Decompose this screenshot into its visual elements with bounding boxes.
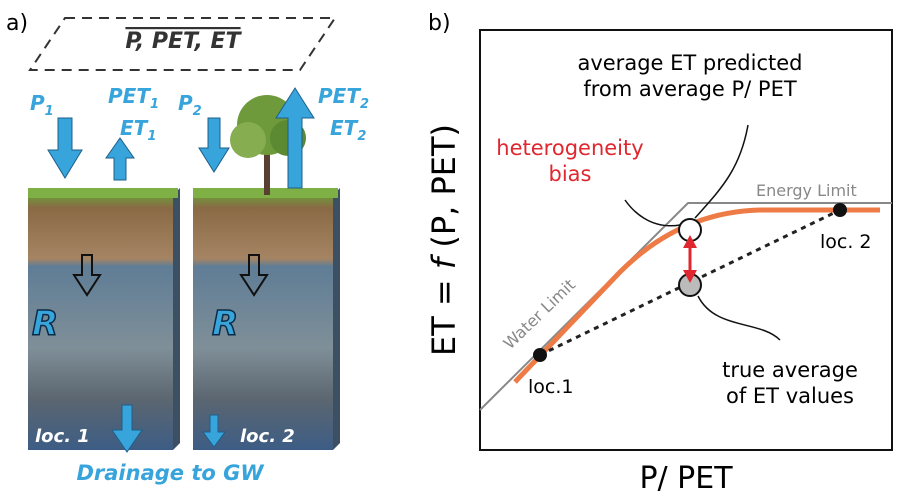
- panel-label: b): [428, 11, 451, 36]
- et-base: ET: [120, 116, 149, 140]
- et-sub: 1: [147, 129, 156, 144]
- note-line: heterogeneity: [496, 136, 643, 160]
- y-axis-label: ET = f (P, PET): [425, 124, 463, 356]
- note-line: average ET predicted: [577, 51, 802, 75]
- note-line: bias: [549, 162, 592, 186]
- point-loc2: [833, 203, 847, 217]
- note-line: from average P/ PET: [583, 77, 797, 101]
- recharge-label: R: [32, 304, 58, 344]
- callout-arrows: [625, 125, 780, 340]
- header: P, PET, ET: [125, 29, 242, 54]
- precip-sub: 1: [45, 104, 54, 119]
- recharge-label: R: [212, 304, 238, 344]
- point-loc1: [533, 348, 547, 362]
- precip-label: P1: [30, 91, 54, 119]
- et-base: ET: [330, 116, 359, 140]
- precip-base: P: [30, 91, 45, 115]
- et-label: ET2: [330, 116, 366, 144]
- pet-base: PET: [318, 84, 361, 108]
- x-axis-label: P/ PET: [639, 461, 733, 496]
- energy-limit-label: Energy Limit: [756, 181, 857, 200]
- precip-label: P2: [178, 91, 202, 119]
- location-label: loc. 1: [35, 426, 90, 447]
- pet-label: PET1: [108, 84, 159, 112]
- y-axis-pre: ET =: [425, 269, 463, 356]
- precip-base: P: [178, 91, 193, 115]
- loc1-label: loc.1: [528, 376, 573, 398]
- note-line: true average: [722, 358, 858, 382]
- pet-sub: 1: [150, 97, 159, 112]
- pet-base: PET: [108, 84, 151, 108]
- precip-sub: 2: [193, 104, 202, 119]
- figure: a) P, PET, ET P1 PET1 ET1 P2 PET2 ET2 R …: [0, 0, 897, 496]
- panel-label: a): [6, 11, 28, 36]
- note-line: of ET values: [726, 384, 854, 408]
- y-axis-post: (P, PET): [425, 124, 463, 258]
- location-label: loc. 2: [240, 426, 295, 447]
- pet-sub: 2: [360, 97, 369, 112]
- footer: Drainage to GW: [76, 461, 264, 485]
- loc2-label: loc. 2: [820, 231, 872, 253]
- et-label: ET1: [120, 116, 156, 144]
- pet-label: PET2: [318, 84, 369, 112]
- et-sub: 2: [357, 129, 366, 144]
